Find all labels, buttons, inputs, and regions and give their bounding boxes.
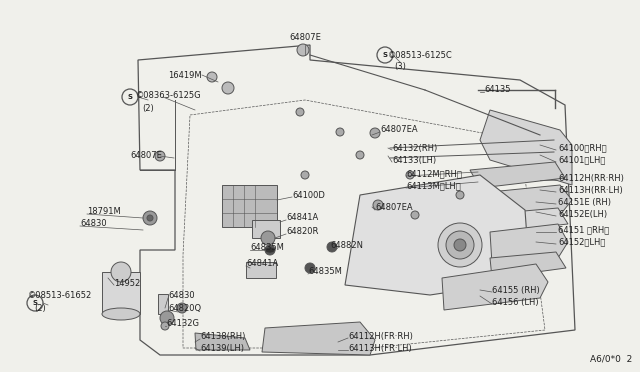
Text: 64155 (RH): 64155 (RH)	[492, 285, 540, 295]
Circle shape	[161, 322, 169, 330]
Text: 64835M: 64835M	[250, 244, 284, 253]
Circle shape	[370, 128, 380, 138]
Text: 64152E(LH): 64152E(LH)	[558, 209, 607, 218]
Circle shape	[456, 191, 464, 199]
Text: 64841A: 64841A	[246, 260, 278, 269]
Circle shape	[155, 151, 165, 161]
Text: ©08363-6125G: ©08363-6125G	[136, 92, 202, 100]
Text: (2): (2)	[142, 103, 154, 112]
Text: ©08513-61652: ©08513-61652	[28, 292, 92, 301]
Circle shape	[207, 72, 217, 82]
Circle shape	[454, 239, 466, 251]
Circle shape	[305, 263, 315, 273]
Circle shape	[446, 231, 474, 259]
Text: S: S	[33, 300, 38, 306]
Polygon shape	[262, 322, 375, 355]
Circle shape	[111, 262, 131, 282]
Circle shape	[143, 211, 157, 225]
Circle shape	[438, 223, 482, 267]
Text: 64882N: 64882N	[330, 241, 363, 250]
Text: 16419M: 16419M	[168, 71, 202, 80]
Polygon shape	[490, 224, 568, 264]
Polygon shape	[442, 264, 548, 310]
Circle shape	[373, 200, 383, 210]
Circle shape	[296, 108, 304, 116]
FancyBboxPatch shape	[158, 294, 168, 314]
Circle shape	[265, 245, 275, 255]
Polygon shape	[490, 252, 566, 278]
Circle shape	[301, 171, 309, 179]
Text: 64152〈LH〉: 64152〈LH〉	[558, 237, 605, 247]
Text: (3): (3)	[394, 62, 406, 71]
Circle shape	[356, 151, 364, 159]
Text: 64132(RH): 64132(RH)	[392, 144, 437, 153]
Text: ©08513-6125C: ©08513-6125C	[388, 51, 452, 60]
Text: 64100D: 64100D	[292, 190, 325, 199]
Polygon shape	[490, 185, 572, 222]
Text: 64112H(RR·RH): 64112H(RR·RH)	[558, 173, 624, 183]
Polygon shape	[480, 110, 572, 185]
Ellipse shape	[102, 308, 140, 320]
Text: A6/0*0  2: A6/0*0 2	[589, 355, 632, 364]
Text: 64841A: 64841A	[286, 214, 318, 222]
Text: 64113M〈LH〉: 64113M〈LH〉	[406, 182, 461, 190]
Text: S: S	[127, 94, 132, 100]
FancyBboxPatch shape	[102, 272, 140, 314]
Text: 64807EA: 64807EA	[375, 203, 413, 212]
Circle shape	[261, 231, 275, 245]
Circle shape	[160, 311, 174, 325]
Text: 64139(LH): 64139(LH)	[200, 344, 244, 353]
Circle shape	[406, 171, 414, 179]
Text: 64835M: 64835M	[308, 267, 342, 276]
Text: 64112M〈RH〉: 64112M〈RH〉	[406, 170, 462, 179]
Text: 64113H(RR·LH): 64113H(RR·LH)	[558, 186, 623, 195]
Text: 64100〈RH〉: 64100〈RH〉	[558, 144, 607, 153]
Text: 64807E: 64807E	[130, 151, 162, 160]
Text: (2): (2)	[34, 304, 46, 312]
Circle shape	[327, 242, 337, 252]
FancyBboxPatch shape	[246, 262, 276, 278]
Circle shape	[411, 211, 419, 219]
Text: 64133(LH): 64133(LH)	[392, 155, 436, 164]
Text: 18791M: 18791M	[87, 208, 121, 217]
Polygon shape	[490, 208, 568, 232]
Text: 64820Q: 64820Q	[168, 304, 201, 312]
Text: 14952: 14952	[114, 279, 140, 288]
FancyBboxPatch shape	[222, 185, 277, 227]
Text: 64113H(FR·LH): 64113H(FR·LH)	[348, 343, 412, 353]
Polygon shape	[195, 333, 250, 350]
Text: 64156 (LH): 64156 (LH)	[492, 298, 539, 307]
FancyBboxPatch shape	[252, 220, 280, 238]
Circle shape	[297, 44, 309, 56]
Text: 64807E: 64807E	[289, 33, 321, 42]
Text: 64132G: 64132G	[166, 320, 199, 328]
Text: S: S	[383, 52, 387, 58]
Ellipse shape	[265, 247, 275, 253]
Text: 64151 〈RH〉: 64151 〈RH〉	[558, 225, 609, 234]
Text: 64135: 64135	[484, 86, 511, 94]
Circle shape	[147, 215, 153, 221]
Text: 64151E (RH): 64151E (RH)	[558, 198, 611, 206]
Polygon shape	[345, 175, 530, 295]
Text: 64820R: 64820R	[286, 228, 318, 237]
Text: 64101〈LH〉: 64101〈LH〉	[558, 155, 605, 164]
Text: 64138(RH): 64138(RH)	[200, 333, 245, 341]
Text: 64830: 64830	[168, 292, 195, 301]
Text: 64112H(FR·RH): 64112H(FR·RH)	[348, 331, 413, 340]
Polygon shape	[470, 162, 565, 188]
Text: 64807EA: 64807EA	[380, 125, 418, 135]
Circle shape	[222, 82, 234, 94]
Circle shape	[177, 303, 187, 313]
Circle shape	[336, 128, 344, 136]
Text: 64830: 64830	[80, 219, 107, 228]
